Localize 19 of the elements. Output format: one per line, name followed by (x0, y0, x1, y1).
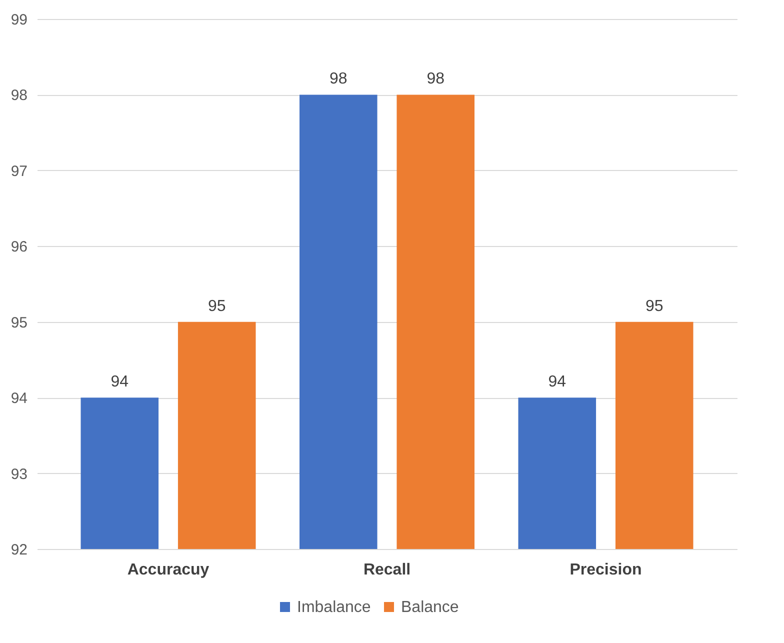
y-tick-label: 96 (10, 238, 28, 256)
y-tick-label: 95 (10, 314, 28, 332)
x-tick-label: Recall (363, 562, 411, 578)
y-tick-label: 97 (10, 162, 28, 180)
y-tick-label: 94 (10, 390, 28, 408)
y-tick-label: 98 (10, 87, 28, 104)
data-label: 94 (548, 374, 566, 391)
y-tick-label: 93 (10, 466, 28, 483)
y-tick-label: 99 (10, 12, 28, 28)
data-label: 95 (208, 298, 226, 315)
x-tick-label: Precision (570, 562, 642, 578)
data-label: 95 (645, 298, 664, 315)
x-tick-label: Accuracuy (127, 562, 210, 578)
data-label: 98 (426, 70, 445, 88)
data-label: 98 (329, 70, 348, 88)
legend-label: Balance (401, 599, 459, 616)
legend-label: Imbalance (297, 599, 371, 616)
y-tick-label: 92 (10, 542, 28, 558)
data-label: 94 (110, 374, 129, 391)
